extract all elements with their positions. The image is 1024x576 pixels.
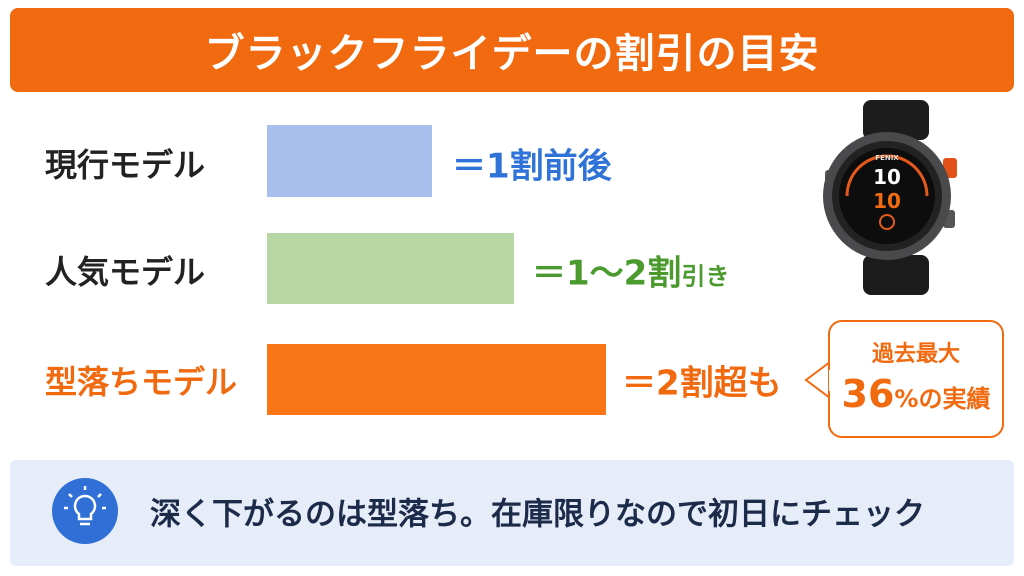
row-text-group: ＝1～2割引き	[532, 246, 729, 295]
title: ブラックフライデーの割引の目安	[204, 31, 820, 77]
watch-minute: 10	[873, 189, 901, 213]
title-banner: ブラックフライデーの割引の目安	[10, 8, 1014, 92]
tip-band	[10, 460, 1014, 566]
row-label: 型落ちモデル	[45, 363, 238, 401]
callout-line2: 36%の実績	[830, 372, 1002, 416]
tip-icon	[52, 478, 118, 544]
row-suffix: 引き	[681, 262, 730, 291]
callout-unit: %	[894, 385, 919, 413]
watch-brand: FENIX	[875, 154, 899, 162]
bar	[267, 344, 606, 415]
row-text: ＝1割前後	[452, 146, 612, 187]
bar	[267, 125, 432, 197]
watch-hour: 10	[873, 165, 901, 189]
row-text: ＝2割超も	[622, 363, 782, 404]
callout-line1: 過去最大	[871, 342, 960, 367]
callout-mask	[829, 370, 836, 391]
tip-text: 深く下がるのは型落ち。在庫限りなので初日にチェック	[150, 496, 925, 533]
callout-rest: の実績	[918, 385, 991, 413]
watch-image: FENIX 10 10	[823, 100, 957, 295]
callout: 過去最大 36%の実績	[828, 320, 1004, 438]
callout-number: 36	[841, 372, 895, 416]
row-label: 人気モデル	[45, 253, 206, 291]
row-text: ＝1～2割	[532, 253, 682, 294]
row-label: 現行モデル	[45, 146, 206, 184]
bar	[267, 233, 514, 304]
